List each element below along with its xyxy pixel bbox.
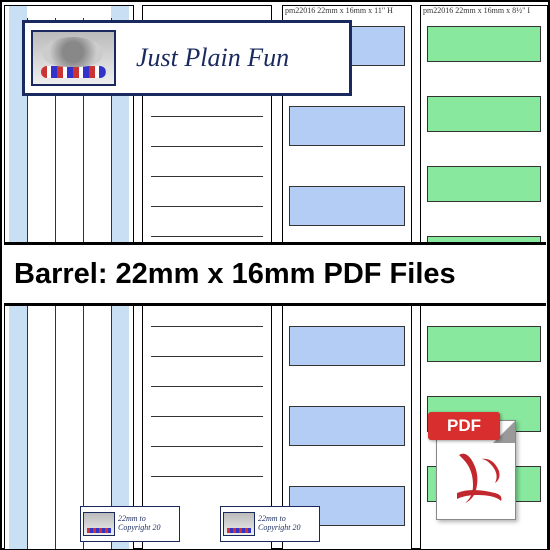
adobe-swoosh-icon — [451, 449, 507, 509]
pdf-label: PDF — [428, 412, 500, 440]
small-logo-1: 22mm to Copyright 20 — [80, 506, 180, 542]
sheet-3-label: pm22016 22mm x 16mm x 11" H — [282, 5, 412, 16]
title-bar: Barrel: 22mm x 16mm PDF Files — [4, 242, 546, 306]
small-logo-2: 22mm to Copyright 20 — [220, 506, 320, 542]
brand-logo-image — [31, 30, 116, 86]
small-logo-text: 22mm to Copyright 20 — [258, 515, 300, 533]
small-logo-image — [223, 512, 255, 536]
sheet-4-label: pm22016 22mm x 16mm x 8½" I — [420, 5, 548, 16]
title-text: Barrel: 22mm x 16mm PDF Files — [14, 258, 456, 291]
pdf-icon: PDF — [432, 404, 526, 520]
brand-logo-text: Just Plain Fun — [136, 43, 289, 73]
small-logo-image — [83, 512, 115, 536]
small-logo-text: 22mm to Copyright 20 — [118, 515, 160, 533]
product-image: pm22016 22mm x 16mm x 11" H pm22016 22mm… — [0, 0, 550, 550]
brand-logo: Just Plain Fun — [22, 20, 352, 96]
